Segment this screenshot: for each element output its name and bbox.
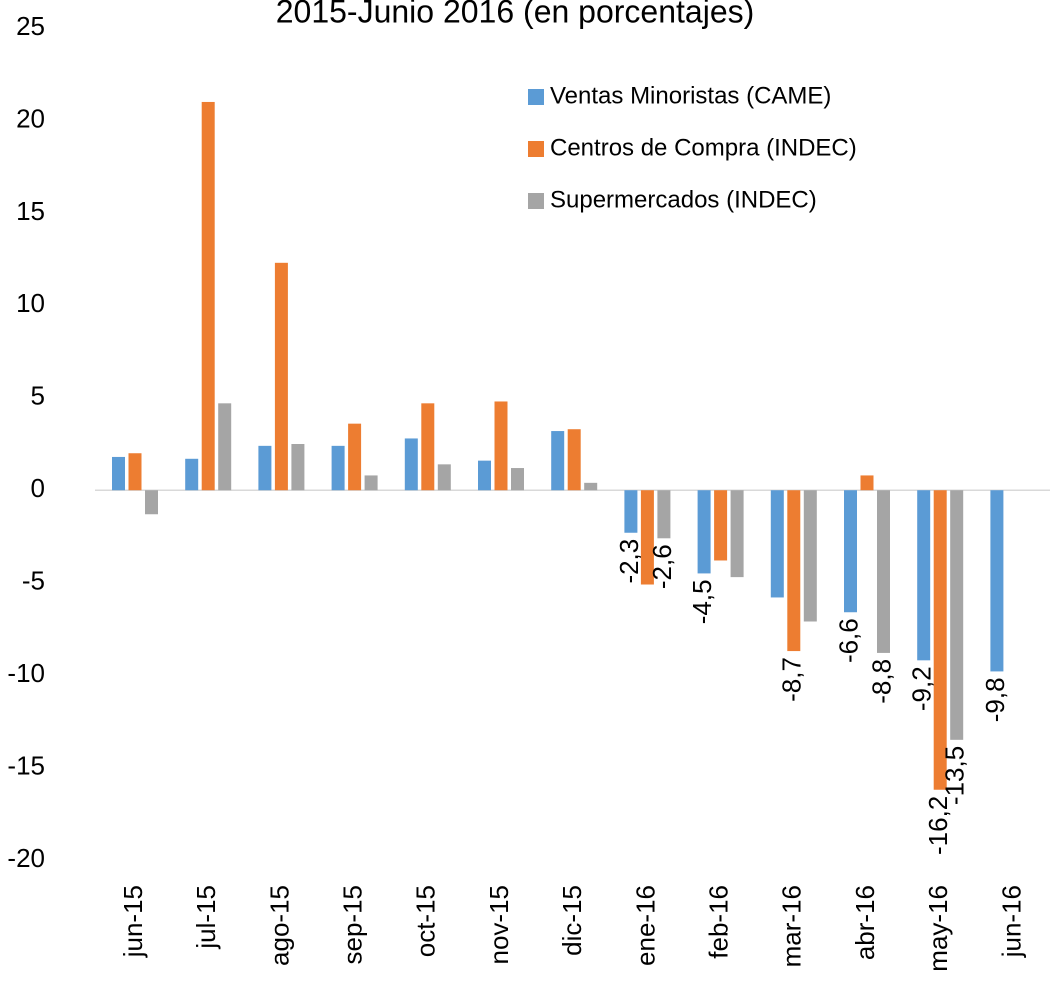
- bar: [112, 456, 125, 491]
- data-label: -8,7: [777, 657, 807, 702]
- bar: [478, 460, 491, 491]
- bar: [274, 262, 288, 491]
- y-tick-label: -5: [22, 566, 45, 596]
- y-tick-label: -15: [7, 750, 45, 780]
- bar: [511, 468, 524, 491]
- bar: [844, 490, 857, 613]
- legend-swatch: [528, 141, 544, 157]
- x-tick-label: dic-15: [557, 885, 587, 956]
- x-tick-label: abr-16: [850, 885, 880, 960]
- bar: [950, 490, 964, 740]
- bar: [348, 423, 362, 491]
- bar: [697, 490, 711, 574]
- x-tick-label: may-16: [923, 885, 953, 972]
- data-label: -8,8: [866, 659, 896, 704]
- data-label: -16,2: [923, 796, 953, 855]
- bar: [933, 490, 947, 790]
- bar: [657, 490, 671, 539]
- bar: [128, 453, 142, 491]
- bar: [624, 490, 638, 533]
- data-label: -6,6: [833, 618, 863, 663]
- legend-swatch: [528, 193, 544, 209]
- legend-label: Ventas Minoristas (CAME): [550, 82, 831, 109]
- x-tick-label: ene-16: [630, 885, 660, 966]
- bar: [990, 490, 1004, 672]
- bar: [584, 482, 598, 491]
- y-tick-label: 5: [31, 381, 45, 411]
- bar: [877, 490, 890, 653]
- x-tick-label: mar-16: [777, 885, 807, 967]
- y-tick-label: -20: [7, 843, 45, 873]
- y-tick-label: 15: [16, 196, 45, 226]
- bar: [787, 490, 801, 652]
- data-label: -4,5: [687, 579, 717, 624]
- data-label: -2,6: [647, 544, 677, 589]
- bar: [551, 431, 565, 491]
- y-tick-label: 10: [16, 288, 45, 318]
- y-tick-label: 20: [16, 103, 45, 133]
- bar: [770, 490, 784, 598]
- legend-swatch: [528, 89, 544, 105]
- bar: [730, 490, 744, 578]
- bar: [291, 444, 305, 491]
- bar: [331, 445, 345, 491]
- bar: [185, 458, 199, 491]
- y-tick-label: 25: [16, 11, 45, 41]
- bar: [640, 490, 654, 585]
- x-tick-label: oct-15: [411, 885, 441, 957]
- x-tick-label: sep-15: [337, 885, 367, 965]
- x-tick-label: jul-15: [191, 885, 221, 950]
- x-tick-label: jun-15: [118, 885, 148, 958]
- bar: [404, 438, 418, 491]
- x-tick-label: nov-15: [484, 885, 514, 965]
- bar: [421, 403, 435, 491]
- data-label: -9,8: [980, 677, 1010, 722]
- x-tick-label: jun-16: [996, 885, 1026, 958]
- x-tick-label: feb-16: [703, 885, 733, 959]
- y-tick-label: -10: [7, 658, 45, 688]
- bar: [714, 490, 728, 561]
- data-label: -2,3: [614, 539, 644, 584]
- bar: [258, 445, 272, 491]
- bar: [364, 475, 378, 491]
- bar: [860, 475, 874, 491]
- bar: [201, 101, 215, 491]
- y-tick-label: 0: [31, 473, 45, 503]
- x-tick-label: ago-15: [264, 885, 294, 966]
- bar: [145, 490, 158, 515]
- data-label: -13,5: [940, 746, 970, 805]
- bar: [917, 490, 931, 661]
- data-label: -9,2: [907, 666, 937, 711]
- bar: [437, 464, 451, 491]
- bar: [803, 490, 817, 622]
- legend-label: Supermercados (INDEC): [550, 186, 817, 213]
- bar: [494, 401, 508, 491]
- chart-title: 2015-Junio 2016 (en porcentajes): [276, 0, 755, 29]
- bar: [218, 403, 232, 491]
- bar: [567, 429, 581, 491]
- legend-label: Centros de Compra (INDEC): [550, 134, 857, 161]
